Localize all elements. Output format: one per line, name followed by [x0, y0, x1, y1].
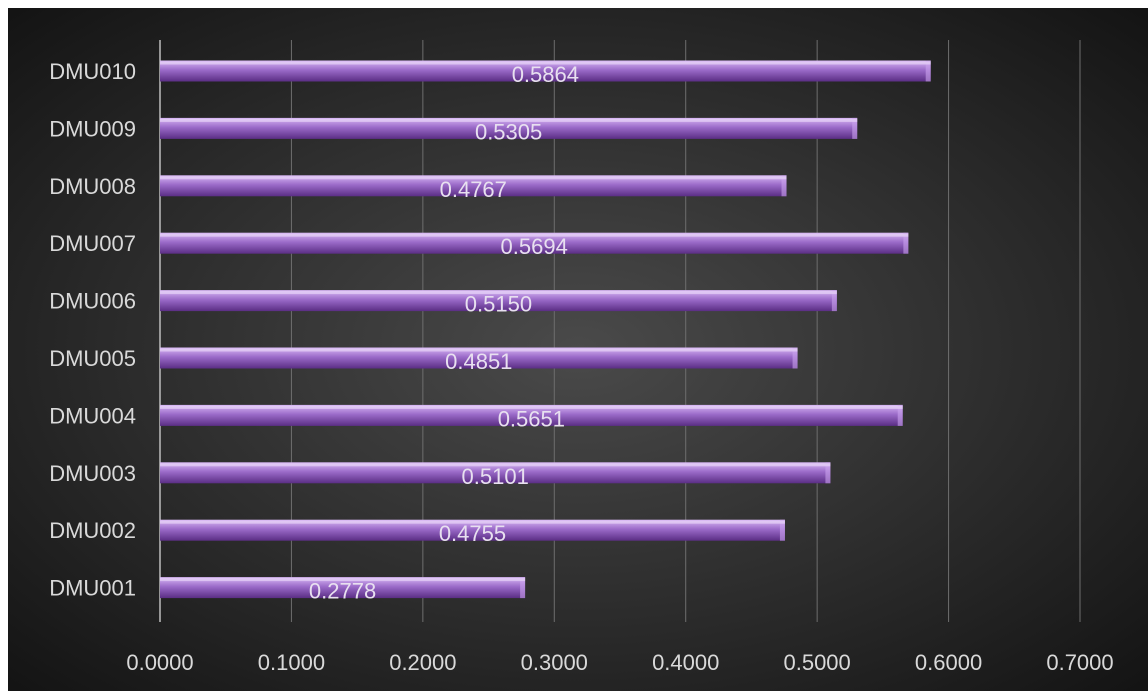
- category-label: DMU008: [49, 174, 136, 199]
- data-label: 0.5694: [501, 234, 568, 259]
- bar-end-cap: [925, 60, 931, 82]
- bar-highlight: [160, 348, 798, 352]
- bar-end-cap: [903, 232, 909, 254]
- data-label: 0.5864: [512, 62, 579, 87]
- bar: [160, 404, 903, 426]
- category-label: DMU007: [49, 231, 136, 256]
- bar-dmu004: [160, 404, 903, 426]
- bar-highlight: [160, 520, 785, 524]
- bar-dmu005: [160, 347, 798, 369]
- x-tick-label: 0.4000: [652, 650, 719, 675]
- category-label: DMU001: [49, 576, 136, 601]
- data-label: 0.5101: [462, 464, 529, 489]
- bar-end-cap: [779, 519, 785, 541]
- data-label: 0.2778: [309, 579, 376, 604]
- bar-highlight: [160, 578, 526, 582]
- bar-dmu009: [160, 117, 858, 139]
- bar-end-cap: [852, 117, 858, 139]
- bar-dmu007: [160, 232, 909, 254]
- bar-end-cap: [781, 175, 787, 197]
- bar-end-cap: [831, 290, 837, 312]
- bar-highlight: [160, 176, 787, 180]
- bar: [160, 60, 931, 82]
- bar-dmu006: [160, 290, 837, 312]
- bar: [160, 117, 858, 139]
- bar: [160, 519, 785, 541]
- bar-end-cap: [825, 462, 831, 484]
- bars: [160, 60, 931, 599]
- bar: [160, 347, 798, 369]
- x-tick-label: 0.0000: [126, 650, 193, 675]
- category-label: DMU009: [49, 116, 136, 141]
- bar-end-cap: [897, 404, 903, 426]
- category-label: DMU003: [49, 461, 136, 486]
- bar: [160, 290, 837, 312]
- data-label: 0.4767: [440, 177, 507, 202]
- category-label: DMU006: [49, 289, 136, 314]
- data-label: 0.5651: [498, 406, 565, 431]
- x-tick-label: 0.3000: [521, 650, 588, 675]
- category-label: DMU002: [49, 518, 136, 543]
- category-label: DMU005: [49, 346, 136, 371]
- bar-dmu002: [160, 519, 785, 541]
- data-label: 0.4851: [445, 349, 512, 374]
- bar-highlight: [160, 118, 858, 122]
- x-tick-label: 0.7000: [1046, 650, 1113, 675]
- bar-dmu001: [160, 577, 526, 599]
- x-axis-tick-labels: 0.0000 0.1000 0.2000 0.3000 0.4000 0.5000 0.60…: [126, 650, 1113, 675]
- bar-highlight: [160, 291, 837, 295]
- bar: [160, 175, 787, 197]
- data-label: 0.5150: [465, 292, 532, 317]
- category-label: DMU004: [49, 403, 136, 428]
- bar-highlight: [160, 61, 931, 65]
- bar: [160, 577, 526, 599]
- category-labels: DMU001 DMU002 DMU003 DMU004 DMU005 DMU006 DMU0…: [49, 59, 136, 601]
- x-tick-label: 0.1000: [258, 650, 325, 675]
- bar-end-cap: [520, 577, 526, 599]
- data-label: 0.4755: [439, 521, 506, 546]
- bar-highlight: [160, 463, 831, 467]
- data-label: 0.5305: [475, 119, 542, 144]
- x-tick-label: 0.2000: [389, 650, 456, 675]
- data-labels: 0.2778 0.4755 0.5101 0.5651 0.4851 0.5150 0.56…: [309, 62, 579, 604]
- bar: [160, 232, 909, 254]
- bar-dmu003: [160, 462, 831, 484]
- bar-dmu008: [160, 175, 787, 197]
- bar-end-cap: [792, 347, 798, 369]
- bar-highlight: [160, 233, 909, 237]
- x-tick-label: 0.5000: [783, 650, 850, 675]
- bar-dmu010: [160, 60, 931, 82]
- bar: [160, 462, 831, 484]
- x-tick-label: 0.6000: [915, 650, 982, 675]
- category-label: DMU010: [49, 59, 136, 84]
- bar-highlight: [160, 405, 903, 409]
